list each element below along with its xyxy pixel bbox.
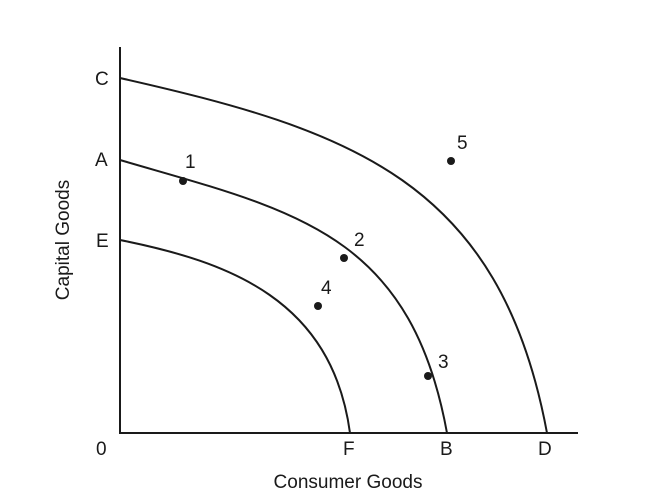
point-5-label: 5 <box>457 133 468 154</box>
x-tick-f: F <box>343 439 355 460</box>
point-4-label: 4 <box>321 278 332 299</box>
point-5-marker <box>447 157 455 165</box>
origin-label: 0 <box>96 439 107 460</box>
point-4-marker <box>314 302 322 310</box>
point-1-label: 1 <box>185 152 196 173</box>
point-3-marker <box>424 372 432 380</box>
y-tick-c: C <box>95 69 109 90</box>
y-axis-title: Capital Goods <box>53 180 74 300</box>
point-3-label: 3 <box>438 352 449 373</box>
x-axis-title: Consumer Goods <box>274 472 423 493</box>
point-2-marker <box>340 254 348 262</box>
curve-ab <box>119 159 448 434</box>
point-1-marker <box>179 177 187 185</box>
curve-cd <box>119 77 548 434</box>
y-tick-e: E <box>96 231 109 252</box>
x-tick-b: B <box>440 439 453 460</box>
y-tick-a: A <box>95 150 108 171</box>
point-2-label: 2 <box>354 230 365 251</box>
curve-ef <box>119 239 351 434</box>
x-tick-d: D <box>538 439 552 460</box>
